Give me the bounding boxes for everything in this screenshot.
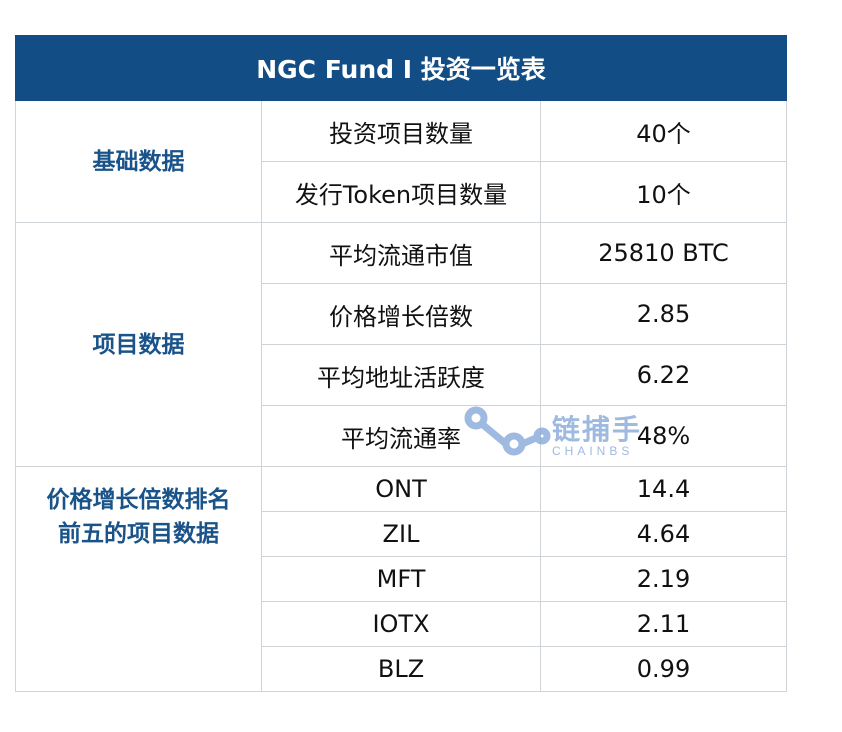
row-label: 平均地址活跃度 xyxy=(261,344,541,406)
group-top-five: 价格增长倍数排名 前五的项目数据 xyxy=(15,466,262,692)
row-value: 40个 xyxy=(540,100,787,162)
table-row: 价格增长倍数排名 前五的项目数据 ONT 14.4 xyxy=(15,466,787,692)
row-value: 2.19 xyxy=(540,556,787,602)
row-label: 投资项目数量 xyxy=(261,100,541,162)
table-row: IOTX 2.11 xyxy=(16,601,787,647)
row-value: 10个 xyxy=(540,161,787,223)
row-label: 发行Token项目数量 xyxy=(261,161,541,223)
row-value: 4.64 xyxy=(540,511,787,557)
table-row: BLZ 0.99 xyxy=(16,646,787,692)
row-value: 2.11 xyxy=(540,601,787,647)
row-label: ZIL xyxy=(261,511,541,557)
table-header-row: NGC Fund I 投资一览表 xyxy=(15,35,787,101)
row-label: IOTX xyxy=(261,601,541,647)
table-row: 项目数据 平均流通市值 25810 BTC xyxy=(15,222,787,467)
row-label: MFT xyxy=(261,556,541,602)
row-label: BLZ xyxy=(261,646,541,692)
group-basic-data: 基础数据 xyxy=(15,100,262,223)
row-label: 价格增长倍数 xyxy=(261,283,541,345)
group-top-five-line2: 前五的项目数据 xyxy=(58,521,219,547)
group-project-data: 项目数据 xyxy=(15,222,262,467)
row-label: 平均流通市值 xyxy=(261,222,541,284)
row-value: 2.85 xyxy=(540,283,787,345)
row-label: 平均流通率 xyxy=(261,405,541,467)
row-value: 6.22 xyxy=(540,344,787,406)
row-value: 48% xyxy=(540,405,787,467)
row-value: 14.4 xyxy=(540,466,787,512)
table-row: 基础数据 投资项目数量 40个 xyxy=(15,100,787,223)
row-value: 0.99 xyxy=(540,646,787,692)
row-label: ONT xyxy=(261,466,541,512)
row-value: 25810 BTC xyxy=(540,222,787,284)
table-row: MFT 2.19 xyxy=(16,556,787,602)
table-title: NGC Fund I 投资一览表 xyxy=(15,35,787,101)
group-top-five-line1: 价格增长倍数排名 xyxy=(46,487,231,513)
table-row: ZIL 4.64 xyxy=(16,511,787,557)
table-row: 平均地址活跃度 6.22 xyxy=(16,344,787,406)
table-row: 发行Token项目数量 10个 xyxy=(16,161,787,223)
fund-summary-table: NGC Fund I 投资一览表 基础数据 投资项目数量 40个 发行Token… xyxy=(15,35,787,692)
